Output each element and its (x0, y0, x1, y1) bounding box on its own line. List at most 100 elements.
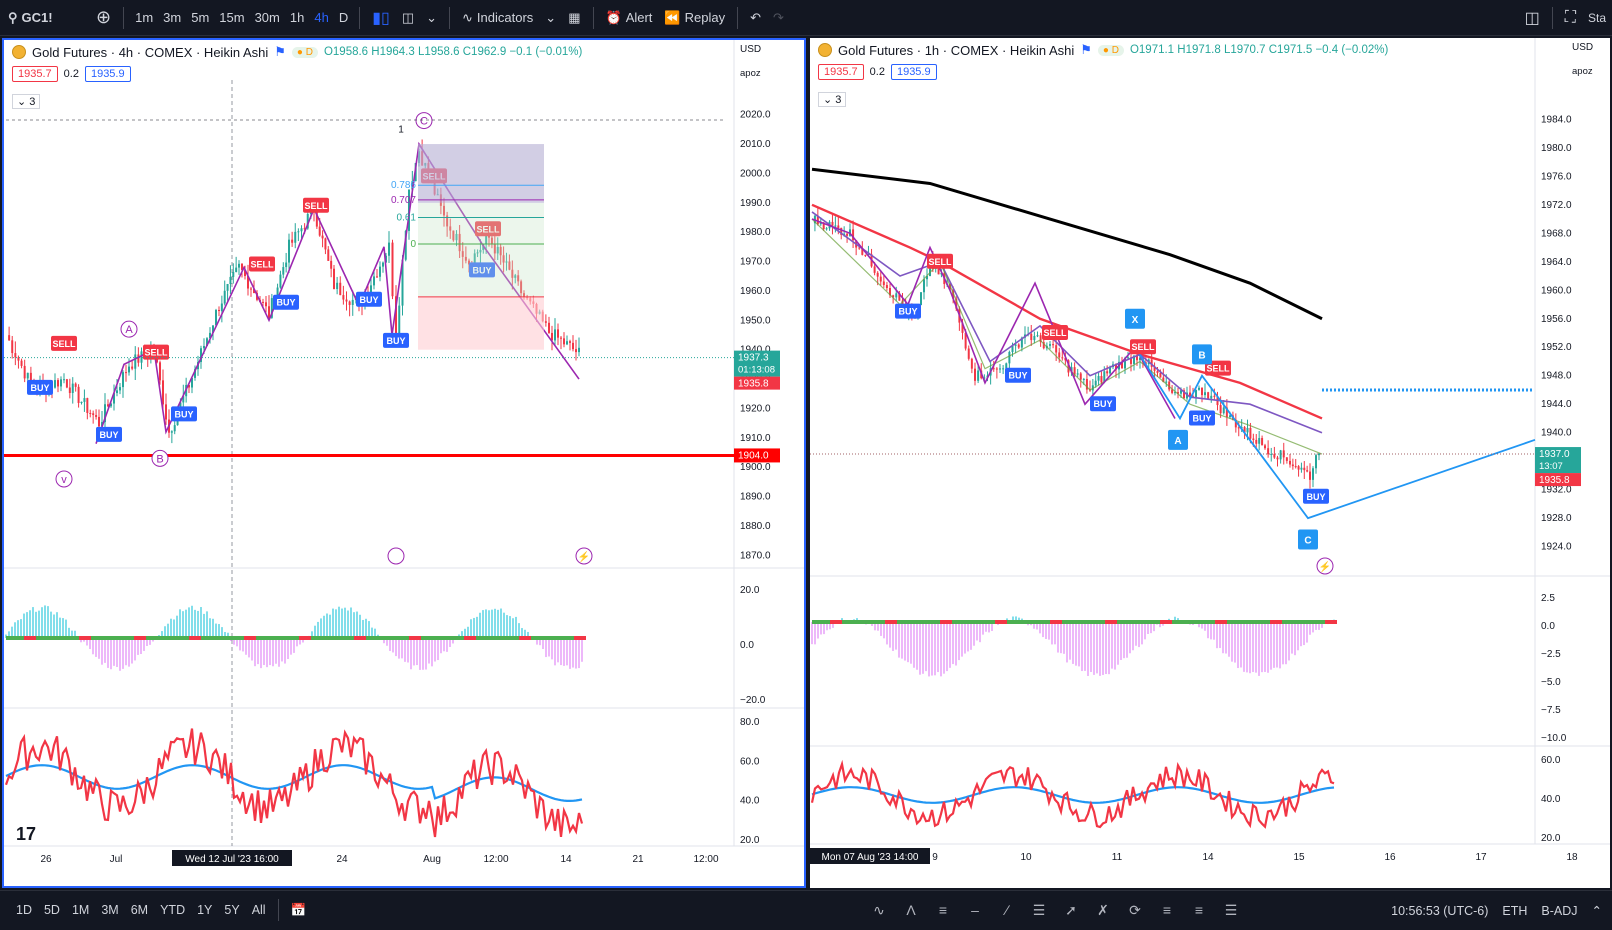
timeframe-1m[interactable]: 1m (135, 10, 154, 25)
currency-button[interactable]: USD (1572, 42, 1594, 53)
sell-price-button[interactable]: 1935.7 (818, 64, 864, 80)
candle-body (279, 274, 282, 288)
range-6m[interactable]: 6M (130, 903, 149, 917)
chart-type-button[interactable]: ▮▯ (366, 0, 396, 36)
layout-button[interactable]: ▦ (562, 0, 586, 36)
session-button[interactable]: ETH (1502, 903, 1528, 918)
candle-body (825, 228, 828, 230)
range-1y[interactable]: 1Y (197, 903, 213, 917)
cycle-icon[interactable]: ⟳ (1129, 901, 1141, 918)
candle-body (517, 275, 520, 282)
buy-price-button[interactable]: 1935.9 (890, 64, 937, 80)
fib-level-label: 0.786 (391, 180, 416, 191)
candle-body (116, 390, 118, 394)
scale-mode-button[interactable]: apoz (740, 68, 761, 79)
search-icon: ⚲ (8, 9, 18, 25)
chevron-down-icon: ⌄ (823, 94, 833, 106)
ray-icon[interactable]: ➚ (1065, 901, 1077, 918)
candle-body (1153, 366, 1156, 371)
currency-button[interactable]: USD (740, 44, 762, 55)
price-tick-label: 1976.0 (1541, 171, 1572, 182)
range-ytd[interactable]: YTD (160, 903, 186, 917)
range-all[interactable]: All (251, 903, 266, 917)
lightning-glyph: ⚡ (578, 550, 590, 563)
fib-zone-top (418, 144, 544, 203)
candle-body (1127, 357, 1129, 359)
alert-button[interactable]: ⏰ Alert (600, 0, 659, 36)
time-tick-label: 11 (1112, 852, 1123, 863)
symbol-search[interactable]: ⚲ GC1! (0, 0, 90, 36)
add-symbol-button[interactable]: ⊕ (90, 0, 117, 36)
candles-icon: ▮▯ (372, 9, 390, 27)
timeframe-4h[interactable]: 4h (314, 10, 329, 25)
go-to-date-button[interactable]: 📅 (285, 903, 313, 918)
candle-body (1130, 357, 1132, 364)
timeframe-30m[interactable]: 30m (254, 10, 280, 25)
candle-body (376, 276, 378, 278)
fullscreen-button[interactable]: ⛶ (1559, 0, 1582, 36)
wave-label-circle (120, 320, 138, 338)
elliott-wave-icon[interactable]: ∿ (873, 901, 885, 918)
xabcd-pattern-icon[interactable]: ✗ (1097, 901, 1109, 918)
buy-price-button[interactable]: 1935.9 (84, 66, 131, 82)
chart-pane-left[interactable]: Gold Futures · 4h · COMEX · Heikin Ashi … (2, 38, 806, 888)
pattern-point-label: C (1304, 536, 1311, 547)
alert-label: Alert (625, 10, 653, 25)
redo-button[interactable]: ↷ (767, 0, 790, 36)
adjust-button[interactable]: B-ADJ (1541, 903, 1578, 918)
time-tick-label: 26 (40, 854, 52, 865)
bars-pattern-icon[interactable]: ☰ (1032, 901, 1046, 918)
timeframe-5m[interactable]: 5m (191, 10, 210, 25)
regression-icon[interactable]: ≡ (1194, 901, 1204, 918)
candle-body (1002, 368, 1005, 370)
buy-signal (895, 303, 921, 319)
fib-retracement-icon[interactable]: ≡ (938, 901, 948, 918)
candle-body (391, 242, 394, 297)
timeframe-1h[interactable]: 1h (289, 10, 305, 25)
indicators-collapse-button[interactable]: ⌄ 3 (12, 94, 41, 109)
candle-body (1270, 453, 1273, 455)
undo-button[interactable]: ↶ (744, 0, 767, 36)
candle-body (1285, 457, 1288, 461)
candle-body (137, 354, 140, 363)
harmonic-pattern-line (1134, 346, 1536, 520)
candle-body (476, 252, 479, 254)
horizontal-line-icon[interactable]: – (971, 901, 979, 918)
fib-level-label: 0.707 (391, 195, 416, 206)
indicators-button[interactable]: ∿ Indicators (456, 0, 539, 36)
range-1m[interactable]: 1M (71, 903, 90, 917)
replay-button[interactable]: ⏪ Replay (658, 0, 731, 36)
chart-canvas-left[interactable]: 2020.0 2010.0 2000.0 1990.0 1980.0 1970.0 1960… (4, 40, 804, 886)
chart-canvas-right[interactable]: 1984.0 1980.0 1976.0 1972.0 1968.0 1964.0 1960… (810, 38, 1610, 888)
pattern-point-badge (1298, 529, 1318, 550)
candle-body (523, 293, 525, 297)
parallel-channel-icon[interactable]: ≡ (1162, 901, 1172, 918)
range-3m[interactable]: 3M (101, 903, 119, 917)
scale-mode-button[interactable]: apoz (1572, 66, 1593, 77)
candle-body (215, 309, 217, 326)
timeframe-15m[interactable]: 15m (219, 10, 245, 25)
trend-line-icon[interactable]: ∕ (1005, 901, 1009, 918)
timeframe-3m[interactable]: 3m (163, 10, 182, 25)
range-5d[interactable]: 5D (43, 903, 60, 917)
fib-channel-icon[interactable]: ☰ (1224, 901, 1238, 918)
range-1d[interactable]: 1D (16, 903, 32, 917)
chart-pane-right[interactable]: Gold Futures · 1h · COMEX · Heikin Ashi … (810, 38, 1610, 888)
collapse-panel-icon[interactable]: ⌃ (1591, 904, 1602, 918)
chart-style-dropdown[interactable]: ⌄ (420, 0, 443, 36)
bar-style-button[interactable]: ◫ (396, 0, 420, 36)
abc-pattern-icon[interactable]: Λ (906, 901, 916, 918)
candle-body (125, 372, 127, 374)
buy-signal-label: BUY (99, 430, 118, 440)
timeframe-D[interactable]: D (338, 10, 349, 25)
layout-toggle-button[interactable]: ◫ (1519, 0, 1546, 36)
clock-display[interactable]: 10:56:53 (UTC-6) (1391, 903, 1489, 918)
indicators-dropdown[interactable]: ⌄ (539, 0, 562, 36)
save-layout-button[interactable]: Sta (1582, 0, 1612, 36)
chart-title: Gold Futures · 4h · COMEX · Heikin Ashi (32, 44, 269, 60)
range-5y[interactable]: 5Y (224, 903, 240, 917)
candle-body (1297, 466, 1300, 470)
sell-signal-label: SELL (52, 339, 76, 349)
sell-price-button[interactable]: 1935.7 (12, 66, 58, 82)
indicators-collapse-button[interactable]: ⌄ 3 (818, 92, 847, 107)
